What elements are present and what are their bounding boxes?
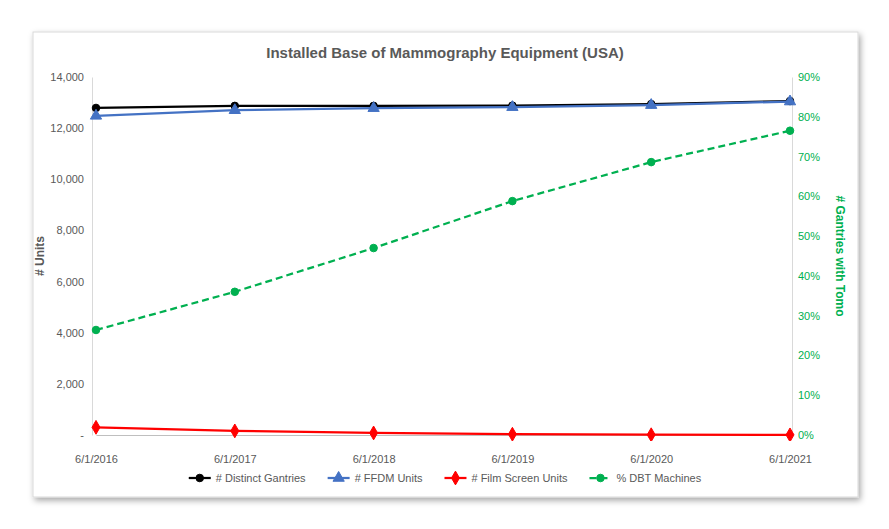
y2-tick-label: 40%: [798, 270, 820, 282]
legend-label: # FFDM Units: [355, 472, 423, 484]
series-marker: [508, 427, 516, 441]
y2-tick: 40%: [792, 270, 820, 282]
series-marker: [786, 428, 794, 441]
series-marker: [647, 158, 655, 166]
series-marker: [370, 244, 378, 252]
y2-tick-label: 10%: [798, 389, 820, 401]
y-tick: 10,000: [50, 173, 92, 185]
y2-tick: 80%: [792, 111, 820, 123]
series-line: [96, 131, 790, 330]
legend-label: % DBT Machines: [616, 472, 701, 484]
y-tick: 6,000: [56, 276, 92, 288]
series-marker: [784, 95, 795, 105]
series-marker: [647, 428, 655, 441]
y2-tick: 0%: [792, 429, 814, 441]
y2-tick-label: 30%: [798, 310, 820, 322]
y2-tick: 70%: [792, 151, 820, 163]
y-tick-label: 6,000: [56, 276, 84, 288]
y-tick-label: 8,000: [56, 224, 84, 236]
series-marker: [231, 288, 239, 296]
y-tick-label: 10,000: [50, 173, 84, 185]
x-axis: 6/1/2016 6/1/2017 6/1/2018 6/1/2019 6/1/2020…: [75, 435, 812, 465]
y-tick: 2,000: [56, 378, 92, 390]
series-marker: [368, 102, 379, 112]
series-marker: [229, 104, 240, 114]
x-tick-label: 6/1/2016: [75, 453, 118, 465]
series-marker: [231, 424, 239, 438]
legend-item: % DBT Machines: [589, 472, 701, 484]
x-tick: 6/1/2017: [214, 435, 257, 465]
y2-tick-label: 50%: [798, 230, 820, 242]
x-tick-label: 6/1/2018: [353, 453, 396, 465]
series-marker: [90, 109, 101, 119]
y2-tick-label: 20%: [798, 349, 820, 361]
series-line: [96, 427, 790, 435]
y-tick-label: 2,000: [56, 378, 84, 390]
series-marker: [92, 326, 100, 334]
legend-item: # Distinct Gantries: [189, 472, 306, 484]
y2-tick: 20%: [792, 349, 820, 361]
y2-tick: 90%: [792, 71, 820, 83]
series-marker: [507, 101, 518, 111]
y2-tick: 10%: [792, 389, 820, 401]
y2-axis-title: # Gantries with Tomo: [833, 195, 847, 316]
y2-tick: 50%: [792, 230, 820, 242]
chart-svg: Installed Base of Mammography Equipment …: [0, 0, 889, 529]
chart-title: Installed Base of Mammography Equipment …: [266, 44, 624, 61]
legend-label: # Distinct Gantries: [216, 472, 306, 484]
y-axis-line: [92, 78, 93, 436]
x-tick-label: 6/1/2021: [769, 453, 812, 465]
y-tick: 8,000: [56, 224, 92, 236]
series-marker: [509, 197, 517, 205]
y2-tick-label: 0%: [798, 429, 814, 441]
legend-swatch-marker: [597, 474, 605, 482]
series-marker: [370, 426, 378, 440]
legend-label: # Film Screen Units: [471, 472, 567, 484]
legend-item: # FFDM Units: [328, 471, 423, 484]
y2-tick-label: 70%: [798, 151, 820, 163]
legend-item: # Film Screen Units: [444, 471, 567, 485]
x-tick-label: 6/1/2017: [214, 453, 257, 465]
y-tick: 12,000: [50, 122, 92, 134]
legend-swatch-marker: [333, 471, 344, 481]
y2-tick: 60%: [792, 190, 820, 202]
legend-swatch-marker: [451, 471, 459, 485]
legend-swatch-marker: [196, 474, 204, 482]
x-tick-label: 6/1/2020: [630, 453, 673, 465]
x-tick-label: 6/1/2019: [491, 453, 534, 465]
series-marker: [786, 127, 794, 135]
plot-area: [90, 95, 795, 441]
series-marker: [646, 99, 657, 109]
x-tick: 6/1/2016: [75, 435, 118, 465]
y-tick: -: [80, 429, 92, 441]
y2-tick-label: 80%: [798, 111, 820, 123]
y-tick-label: 12,000: [50, 122, 84, 134]
series-line: [96, 102, 790, 116]
y2-tick: 30%: [792, 310, 820, 322]
y-tick: 14,000: [50, 71, 92, 83]
y-axis: - 2,000 4,000 6,000 8,000 10,000 12,000 14,000: [50, 71, 92, 441]
chart-root: Installed Base of Mammography Equipment …: [0, 0, 889, 529]
y2-axis: 0% 10% 20% 30% 40% 50% 60% 70% 80% 90%: [792, 71, 820, 441]
legend: # Distinct Gantries # FFDM Units # Film Sc…: [189, 471, 702, 485]
y2-tick-label: 60%: [798, 190, 820, 202]
y-tick-label: -: [80, 429, 84, 441]
y-tick: 4,000: [56, 327, 92, 339]
y-tick-label: 4,000: [56, 327, 84, 339]
y-axis-title: # Units: [33, 236, 47, 276]
series-marker: [92, 420, 100, 434]
y2-tick-label: 90%: [798, 71, 820, 83]
chart-card: [33, 32, 858, 497]
y-tick-label: 14,000: [50, 71, 84, 83]
